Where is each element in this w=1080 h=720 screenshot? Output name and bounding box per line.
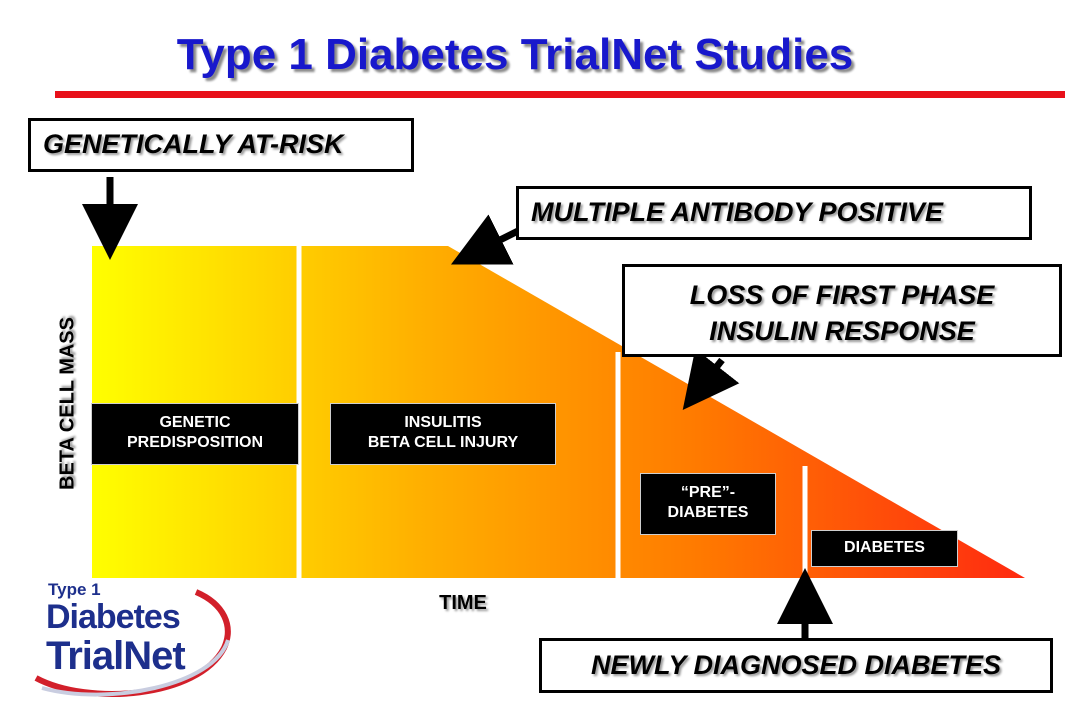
arrow-loss-first-phase	[682, 348, 740, 411]
callout-multiple-antibody-text: MULTIPLE ANTIBODY POSITIVE	[531, 197, 944, 227]
callout-genetically-at-risk: GENETICALLY AT-RISK	[28, 118, 414, 172]
callout-loss-first-phase-line2: INSULIN RESPONSE	[709, 316, 975, 346]
logo-line2: Diabetes	[46, 598, 181, 636]
stage-prediabetes: “PRE”- DIABETES	[640, 473, 776, 535]
callout-newly-diagnosed: NEWLY DIAGNOSED DIABETES	[539, 638, 1053, 693]
x-axis-label: TIME	[439, 592, 487, 614]
logo-line1: Type 1	[48, 580, 101, 599]
callout-loss-first-phase: LOSS OF FIRST PHASE INSULIN RESPONSE	[622, 264, 1062, 357]
stage-prediabetes-line1: “PRE”-	[680, 484, 736, 501]
stage-insulitis-line1: INSULITIS	[404, 414, 482, 431]
stage-prediabetes-line2: DIABETES	[667, 504, 749, 521]
stage-genetic-line2: PREDISPOSITION	[126, 434, 264, 451]
arrow-multiple-antibody	[450, 214, 522, 265]
stage-diabetes: DIABETES	[811, 530, 958, 567]
logo-swoosh-icon	[34, 589, 231, 697]
stage-insulitis-line2: BETA CELL INJURY	[367, 434, 519, 451]
beta-cell-mass-area	[92, 246, 1025, 578]
stage-insulitis: INSULITIS BETA CELL INJURY	[330, 403, 556, 465]
stage-genetic-line1: GENETIC	[159, 414, 231, 431]
callout-multiple-antibody-positive: MULTIPLE ANTIBODY POSITIVE	[516, 186, 1032, 240]
page-title: Type 1 Diabetes TrialNet Studies	[176, 30, 854, 79]
callout-loss-first-phase-line1: LOSS OF FIRST PHASE	[689, 280, 995, 310]
y-axis-label: BETA CELL MASS	[56, 317, 79, 490]
callout-newly-diagnosed-text: NEWLY DIAGNOSED DIABETES	[590, 650, 1002, 680]
logo-line3: TrialNet	[46, 634, 186, 678]
stage-genetic-predisposition: GENETIC PREDISPOSITION	[91, 403, 299, 465]
stage-diabetes-label: DIABETES	[844, 539, 925, 556]
callout-genetically-at-risk-text: GENETICALLY AT-RISK	[43, 129, 344, 159]
trialnet-logo: Type 1 Diabetes TrialNet	[28, 578, 238, 698]
title-underline	[55, 91, 1065, 98]
